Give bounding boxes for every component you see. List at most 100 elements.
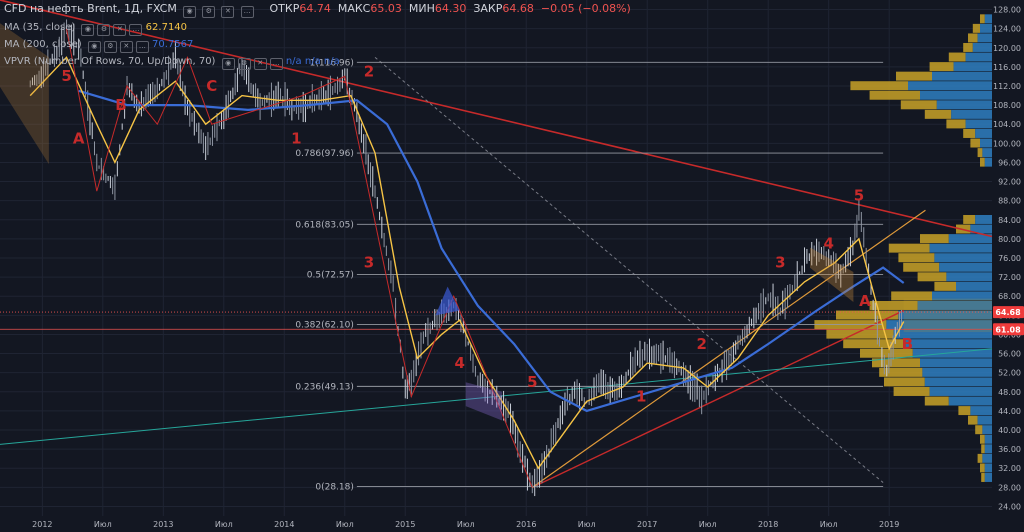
volume-bar-down xyxy=(836,310,899,320)
more-icon[interactable]: … xyxy=(135,41,149,53)
settings-icon[interactable]: ⚙ xyxy=(103,41,117,53)
wave-label: 5 xyxy=(527,373,537,391)
close-icon[interactable]: ✕ xyxy=(253,58,267,70)
volume-bar-down xyxy=(981,473,985,482)
eye-icon[interactable]: ◉ xyxy=(87,41,101,53)
volume-bar-up xyxy=(975,129,992,138)
indicator-ma200[interactable]: MA (200, close) ◉ ⚙ ✕… 70.7567 xyxy=(4,38,193,53)
price-tick-label: 24.00 xyxy=(998,502,1021,511)
volume-bar-down xyxy=(934,281,956,291)
volume-bar-down xyxy=(920,234,949,244)
time-tick-label: Июл xyxy=(820,520,838,529)
time-axis-bg xyxy=(0,516,1024,532)
volume-bar-down xyxy=(963,43,973,52)
time-tick-label: Июл xyxy=(699,520,717,529)
settings-icon[interactable]: ⚙ xyxy=(97,24,111,36)
fib-level-label: 0.786(97.96) xyxy=(295,149,354,159)
ohlc-values: ОТКР64.74 МАКС65.03 МИН64.30 ЗАКР64.68 −… xyxy=(269,2,631,15)
volume-bar-up xyxy=(932,71,992,81)
price-tick-label: 96.00 xyxy=(998,158,1021,167)
time-tick-label: 2014 xyxy=(274,520,294,529)
eye-icon[interactable]: ◉ xyxy=(81,24,95,36)
close-icon[interactable]: ✕ xyxy=(221,6,235,18)
price-tick-label: 72.00 xyxy=(998,273,1021,282)
volume-bar-up xyxy=(893,329,992,339)
wave-label: 3 xyxy=(364,254,374,272)
volume-bar-down xyxy=(980,157,985,167)
price-tick-label: 56.00 xyxy=(998,350,1021,359)
volume-bar-up xyxy=(948,396,992,406)
volume-bar-down xyxy=(850,81,908,91)
volume-bar-up xyxy=(920,358,992,368)
price-tick-label: 48.00 xyxy=(998,388,1021,397)
volume-bar-down xyxy=(980,463,985,473)
volume-bar-down xyxy=(917,272,947,282)
volume-bar-up xyxy=(965,119,992,129)
volume-bar-up xyxy=(953,62,992,72)
wave-label: A xyxy=(859,292,871,310)
time-axis: 2012 Июл 2013 Июл 2014 Июл 2015 Июл 2016 Июл 2017 И… xyxy=(0,516,1024,532)
volume-bar-down xyxy=(977,148,983,158)
fib-level-label: 0.618(83.05) xyxy=(295,220,354,230)
volume-bar-down xyxy=(963,129,976,138)
channel-box-2012 xyxy=(0,23,49,165)
close-icon[interactable]: ✕ xyxy=(119,41,133,53)
indicator-vpvr[interactable]: VPVR (Number Of Rows, 70, Up/Down, 70) ◉… xyxy=(4,55,340,70)
volume-bar-up xyxy=(956,281,992,291)
volume-bar-up xyxy=(903,339,992,349)
support-line-teal xyxy=(0,348,993,445)
volume-bar-up xyxy=(948,234,992,244)
volume-bar-up xyxy=(970,406,992,416)
volume-bar-down xyxy=(872,358,920,368)
price-axis-bg xyxy=(992,0,1024,532)
volume-bar-up xyxy=(982,148,992,158)
fib-level-label: 0(28.18) xyxy=(315,482,354,492)
ma200-line xyxy=(78,89,905,413)
volume-bar-down xyxy=(929,62,954,72)
time-tick-label: Июл xyxy=(336,520,354,529)
more-icon[interactable]: … xyxy=(240,6,254,18)
volume-bar-up xyxy=(984,473,992,482)
eye-icon[interactable]: ◉ xyxy=(183,6,197,18)
price-tick-label: 112.00 xyxy=(993,82,1021,91)
volume-bar-down xyxy=(972,23,980,33)
ma35-line xyxy=(29,56,905,470)
symbol-line[interactable]: CFD на нефть Brent, 1Д, FXCM xyxy=(4,2,177,15)
price-tick-label: 52.00 xyxy=(998,369,1021,378)
time-tick-label: Июл xyxy=(457,520,475,529)
volume-bar-up xyxy=(946,272,992,282)
uptrend-line xyxy=(531,309,904,488)
volume-bar-down xyxy=(898,253,935,263)
fib-level-label: 0.236(49.13) xyxy=(295,382,354,392)
settings-icon[interactable]: ⚙ xyxy=(237,58,251,70)
eye-icon[interactable]: ◉ xyxy=(221,58,235,70)
more-icon[interactable]: … xyxy=(129,24,143,36)
volume-bar-up xyxy=(984,14,992,24)
volume-bar-up xyxy=(934,253,992,263)
volume-bar-up xyxy=(984,434,992,444)
price-tick-label: 76.00 xyxy=(998,254,1021,263)
volume-bar-up xyxy=(936,100,992,110)
channel-line-orange xyxy=(531,209,926,488)
close-icon[interactable]: ✕ xyxy=(113,24,127,36)
price-tick-label: 124.00 xyxy=(993,25,1021,34)
fib-diagonal xyxy=(374,56,884,483)
volume-bar-up xyxy=(970,224,992,234)
indicator-ma35[interactable]: MA (35, close) ◉ ⚙ ✕… 62.7140 xyxy=(4,21,187,36)
price-badge-label: 64.68 xyxy=(995,308,1021,317)
time-tick-label: Июл xyxy=(215,520,233,529)
volume-bar-down xyxy=(888,243,930,253)
volume-bar-up xyxy=(982,453,992,463)
more-icon[interactable]: … xyxy=(269,58,283,70)
price-tick-label: 104.00 xyxy=(993,120,1021,129)
settings-icon[interactable]: ⚙ xyxy=(202,6,216,18)
volume-bar-up xyxy=(886,320,992,330)
volume-bar-down xyxy=(860,348,913,358)
volume-bar-up xyxy=(972,43,992,52)
volume-bar-down xyxy=(977,453,983,463)
wave-label: 2 xyxy=(364,62,374,80)
price-tick-label: 120.00 xyxy=(993,44,1021,53)
price-badge xyxy=(993,323,1024,336)
